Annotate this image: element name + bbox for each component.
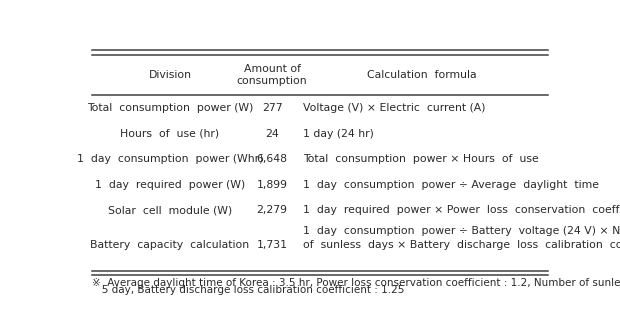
Text: Amount of
consumption: Amount of consumption xyxy=(237,64,308,86)
Text: 2,279: 2,279 xyxy=(257,205,288,215)
Text: Total  consumption  power × Hours  of  use: Total consumption power × Hours of use xyxy=(303,154,539,164)
Text: Calculation  formula: Calculation formula xyxy=(368,70,477,80)
Text: Division: Division xyxy=(149,70,192,80)
Text: 24: 24 xyxy=(265,129,279,139)
Text: Voltage (V) × Electric  current (A): Voltage (V) × Electric current (A) xyxy=(303,103,486,113)
Text: 1  day  required  power × Power  loss  conservation  coefficient: 1 day required power × Power loss conser… xyxy=(303,205,620,215)
Text: 1,731: 1,731 xyxy=(257,240,288,250)
Text: 1  day  consumption  power ÷ Battery  voltage (24 V) × Number
of  sunless  days : 1 day consumption power ÷ Battery voltag… xyxy=(303,225,620,250)
Text: 277: 277 xyxy=(262,103,283,113)
Text: Total  consumption  power (W): Total consumption power (W) xyxy=(87,103,253,113)
Text: ※  Average daylight time of Korea : 3.5 hr, Power loss conservation coefficient : ※ Average daylight time of Korea : 3.5 h… xyxy=(92,278,620,288)
Text: 6,648: 6,648 xyxy=(257,154,288,164)
Text: 1 day (24 hr): 1 day (24 hr) xyxy=(303,129,374,139)
Text: 1  day  consumption  power ÷ Average  daylight  time: 1 day consumption power ÷ Average daylig… xyxy=(303,180,600,190)
Text: Battery  capacity  calculation: Battery capacity calculation xyxy=(91,240,250,250)
Text: Hours  of  use (hr): Hours of use (hr) xyxy=(120,129,219,139)
Text: 1  day  required  power (W): 1 day required power (W) xyxy=(95,180,245,190)
Text: Solar  cell  module (W): Solar cell module (W) xyxy=(108,205,232,215)
Text: 5 day, Battery discharge loss calibration coefficient : 1.25: 5 day, Battery discharge loss calibratio… xyxy=(92,285,404,295)
Text: 1  day  consumption  power (Whr): 1 day consumption power (Whr) xyxy=(77,154,263,164)
Text: 1,899: 1,899 xyxy=(257,180,288,190)
